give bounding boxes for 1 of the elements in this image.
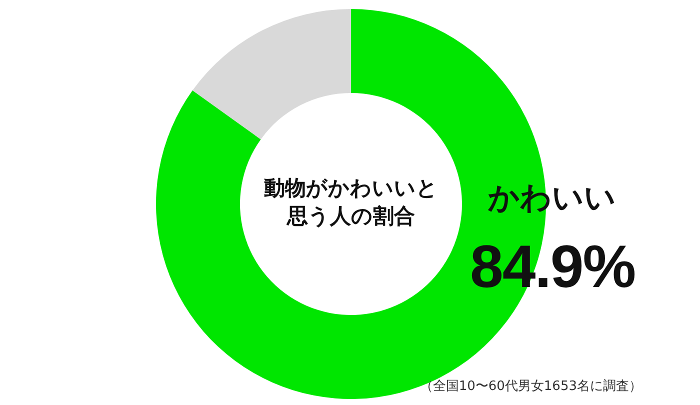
title: 動物がかわいいと思う人の割合 bbox=[263, 175, 439, 230]
